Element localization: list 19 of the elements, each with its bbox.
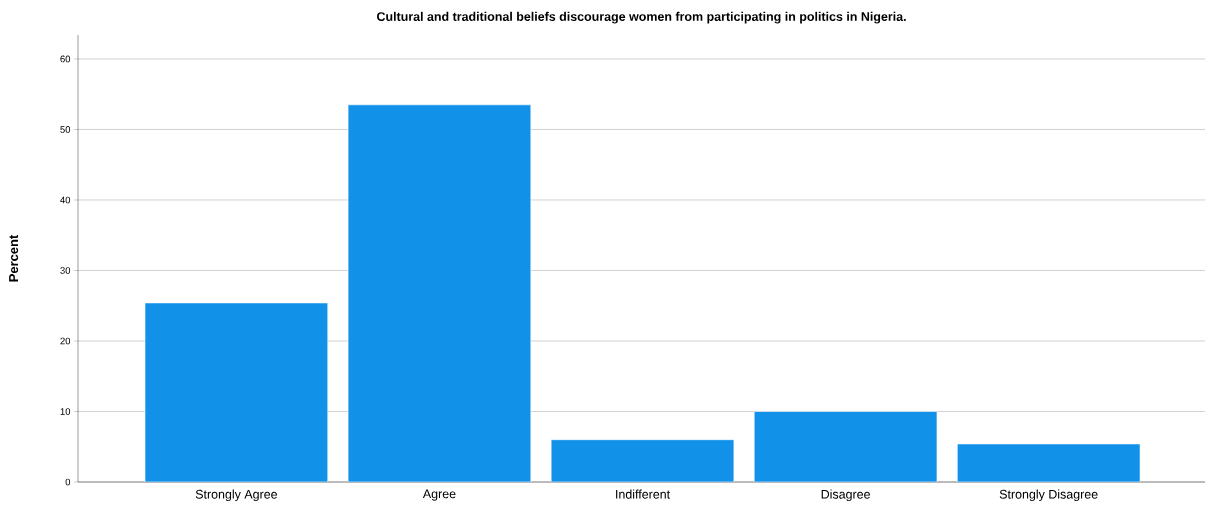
y-tick-label: 40	[60, 196, 71, 204]
bar	[144, 302, 329, 482]
y-tick-label: 60	[60, 55, 71, 63]
x-tick-label: Indifferent	[616, 489, 671, 499]
chart-title: Cultural and traditional beliefs discourage women from participating in politics in Nigeria.	[377, 11, 906, 24]
bar	[550, 439, 735, 482]
x-tick-label: Disagree	[821, 489, 870, 502]
bar	[956, 443, 1141, 482]
y-tick-label: 0	[65, 478, 71, 486]
bar	[347, 104, 532, 482]
x-tick-label: Strongly Agree	[195, 489, 278, 502]
x-tick-label: Strongly Disagree	[999, 489, 1098, 502]
x-tick-label: Agree	[422, 489, 456, 501]
bar	[753, 411, 938, 482]
y-tick-label: 20	[60, 337, 71, 345]
y-tick-label: 30	[60, 267, 71, 274]
y-axis-title: Percent	[9, 234, 19, 282]
y-tick-label: 10	[60, 408, 71, 415]
y-tick-label: 50	[60, 126, 71, 133]
